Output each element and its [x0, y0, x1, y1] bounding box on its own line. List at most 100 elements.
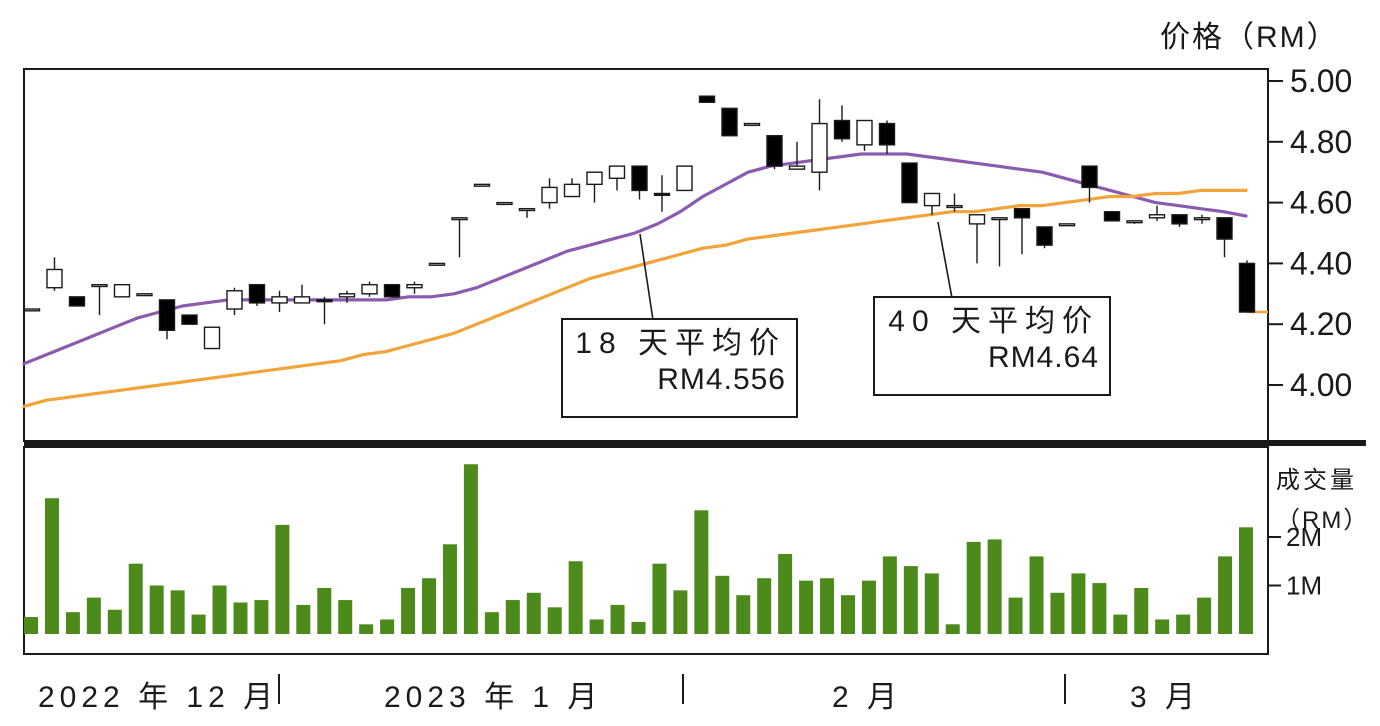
- x-label-feb: 2 月: [832, 681, 903, 714]
- volume-bar: [254, 600, 269, 634]
- volume-tick-label: 1M: [1286, 571, 1322, 601]
- volume-tick-label: 2M: [1286, 522, 1322, 552]
- volume-bar: [505, 600, 520, 634]
- candle-body: [23, 308, 41, 312]
- volume-bar: [1008, 597, 1023, 634]
- ma40-callout: 40 天平均价 RM4.64: [873, 296, 1111, 396]
- candle-body: [541, 186, 558, 204]
- volume-bar: [715, 575, 730, 634]
- volume-bar: [1218, 556, 1233, 634]
- candle-body: [406, 283, 423, 289]
- volume-bar: [44, 498, 59, 634]
- candle-body: [856, 119, 873, 146]
- price-tick-label: 5.00: [1290, 63, 1352, 99]
- candle-body: [1126, 220, 1143, 224]
- ma18-label: 18 天平均价: [575, 327, 786, 360]
- ma18-callout: 18 天平均价 RM4.556: [561, 318, 798, 418]
- volume-bar: [484, 612, 499, 634]
- volume-bar: [65, 612, 80, 634]
- candle-body: [1036, 226, 1053, 246]
- price-tick-label: 4.40: [1290, 245, 1352, 281]
- candle-body: [653, 192, 671, 196]
- ma40-leader-line: [937, 221, 953, 299]
- candle-body: [203, 326, 221, 350]
- candle-body: [293, 296, 311, 304]
- volume-bar: [778, 553, 793, 634]
- volume-bar: [568, 561, 583, 634]
- volume-bar: [401, 587, 416, 634]
- candle-body: [383, 283, 401, 298]
- candle-body: [46, 268, 63, 289]
- candle-body: [631, 165, 648, 192]
- volume-bar: [275, 524, 290, 634]
- volume-bar: [24, 617, 38, 634]
- volume-bar: [652, 563, 667, 634]
- volume-bar: [694, 510, 709, 634]
- candle-body: [316, 299, 333, 303]
- price-axis: 5.00 4.80 4.60 4.40 4.20 4.00: [1268, 63, 1352, 403]
- candle-body: [833, 119, 851, 140]
- candle-body: [248, 283, 266, 304]
- volume-bar: [128, 563, 143, 634]
- ma40-value: RM4.64: [987, 341, 1099, 374]
- volume-bar: [757, 578, 772, 634]
- candle-body: [451, 217, 468, 221]
- candle-body: [676, 165, 693, 192]
- volume-bar: [463, 464, 478, 634]
- volume-bar: [149, 585, 164, 634]
- price-tick-label: 4.20: [1290, 306, 1352, 342]
- volume-bar: [1050, 592, 1065, 634]
- volume-bar: [170, 590, 185, 634]
- volume-bar: [924, 573, 939, 634]
- candle-body: [1148, 214, 1166, 219]
- candle-body: [361, 283, 378, 295]
- candle-body: [766, 135, 783, 167]
- volume-bar: [338, 600, 353, 634]
- candle-body: [338, 293, 356, 298]
- volume-bar: [296, 604, 311, 634]
- volume-bar: [1176, 614, 1191, 634]
- volume-bar: [442, 544, 457, 634]
- candle-body: [68, 296, 86, 307]
- candle-body: [1103, 211, 1121, 222]
- volume-axis-unit-currency: （RM）: [1276, 507, 1370, 534]
- volume-bar: [736, 595, 751, 634]
- candle-body: [1081, 165, 1098, 189]
- candle-body: [586, 171, 603, 186]
- candle-body: [1238, 262, 1256, 313]
- x-label-mar: 3 月: [1130, 681, 1201, 714]
- x-label-jan-2023: 2023 年 1 月: [384, 681, 603, 714]
- volume-bar: [191, 614, 206, 634]
- volume-bar: [526, 592, 541, 634]
- candle-body: [91, 283, 108, 288]
- candle-body: [1058, 223, 1076, 227]
- volume-bar: [1155, 619, 1170, 634]
- volume-bar: [882, 556, 897, 634]
- volume-bar: [945, 624, 960, 634]
- volume-bar: [903, 566, 918, 634]
- candle-body: [721, 107, 738, 137]
- volume-bar: [422, 578, 437, 634]
- volume-bar: [631, 621, 646, 634]
- x-label-dec-2022: 2022 年 12 月: [38, 681, 279, 714]
- candle-body: [608, 165, 626, 179]
- volume-bar: [673, 590, 688, 634]
- volume-bar: [547, 607, 562, 634]
- candle-body: [271, 296, 288, 304]
- volume-bar: [861, 580, 876, 634]
- candle-body: [788, 165, 806, 170]
- volume-bar: [610, 604, 625, 634]
- candle-body: [698, 95, 716, 103]
- candle-body: [518, 207, 536, 212]
- volume-bar: [966, 541, 981, 634]
- candle-body: [113, 283, 131, 298]
- callout-leaders: [639, 221, 953, 321]
- candle-body: [158, 299, 176, 331]
- volume-bar: [1071, 573, 1086, 634]
- volume-bar: [1197, 597, 1212, 634]
- candle-body: [946, 204, 963, 209]
- candle-body: [136, 293, 153, 297]
- ma40-line: [22, 188, 1248, 408]
- volume-bar: [820, 578, 835, 634]
- candle-body: [991, 217, 1008, 221]
